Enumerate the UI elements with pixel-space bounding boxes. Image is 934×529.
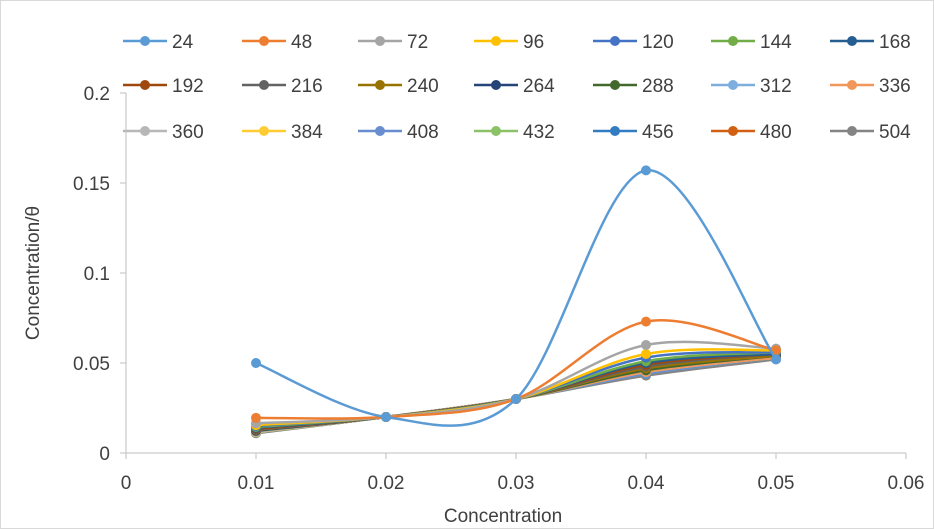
legend-label: 456 bbox=[642, 122, 674, 143]
legend-swatch-marker bbox=[375, 36, 385, 46]
legend-label: 168 bbox=[879, 32, 911, 53]
legend-item-288: 288 bbox=[593, 76, 674, 97]
legend-label: 408 bbox=[407, 122, 439, 143]
legend-label: 432 bbox=[523, 122, 555, 143]
x-axis-title: Concentration bbox=[444, 506, 562, 527]
y-tick-label: 0.2 bbox=[84, 84, 110, 105]
legend-item-408: 408 bbox=[358, 122, 439, 143]
series-24 bbox=[251, 165, 781, 427]
legend-item-264: 264 bbox=[474, 76, 555, 97]
legend-label: 240 bbox=[407, 76, 439, 97]
x-tick-label: 0.04 bbox=[628, 473, 665, 494]
legend-swatch-marker bbox=[610, 80, 620, 90]
legend-label: 264 bbox=[523, 76, 555, 97]
legend-swatch-marker bbox=[140, 126, 150, 136]
legend-label: 288 bbox=[642, 76, 674, 97]
legend-item-96: 96 bbox=[474, 32, 544, 53]
legend-swatch-marker bbox=[847, 80, 857, 90]
legend-item-168: 168 bbox=[830, 32, 911, 53]
data-point bbox=[251, 358, 261, 368]
legend-swatch-marker bbox=[259, 80, 269, 90]
legend-item-336: 336 bbox=[830, 76, 911, 97]
x-tick-label: 0.03 bbox=[498, 473, 535, 494]
legend-item-504: 504 bbox=[830, 122, 911, 143]
legend-swatch-marker bbox=[610, 36, 620, 46]
legend-item-480: 480 bbox=[711, 122, 792, 143]
legend-item-384: 384 bbox=[242, 122, 323, 143]
y-tick-label: 0.05 bbox=[73, 354, 110, 375]
legend-label: 24 bbox=[172, 32, 194, 53]
legend-item-24: 24 bbox=[123, 32, 194, 53]
legend-item-192: 192 bbox=[123, 76, 204, 97]
data-point bbox=[641, 165, 651, 176]
x-tick-label: 0.01 bbox=[238, 473, 275, 494]
legend-swatch-marker bbox=[259, 36, 269, 46]
legend-swatch-marker bbox=[847, 36, 857, 46]
data-point bbox=[641, 349, 651, 359]
legend-label: 312 bbox=[760, 76, 792, 97]
legend-label: 192 bbox=[172, 76, 204, 97]
series-48 bbox=[251, 316, 781, 423]
legend-item-360: 360 bbox=[123, 122, 204, 143]
y-tick-label: 0.15 bbox=[73, 174, 110, 195]
y-tick-label: 0.1 bbox=[84, 264, 110, 285]
x-tick-label: 0.05 bbox=[758, 473, 795, 494]
legend-label: 216 bbox=[291, 76, 323, 97]
legend-swatch-marker bbox=[491, 126, 501, 136]
legend-swatch-marker bbox=[140, 36, 150, 46]
legend-swatch-marker bbox=[375, 126, 385, 136]
legend-label: 72 bbox=[407, 32, 428, 53]
data-point bbox=[641, 316, 651, 327]
legend-swatch-marker bbox=[375, 80, 385, 90]
data-point bbox=[641, 340, 651, 350]
data-point bbox=[771, 354, 781, 365]
legend-label: 336 bbox=[879, 76, 911, 97]
legend-swatch-marker bbox=[728, 126, 738, 136]
data-point bbox=[771, 345, 781, 356]
series-lines bbox=[251, 165, 781, 439]
legend-item-72: 72 bbox=[358, 32, 428, 53]
legend-item-240: 240 bbox=[358, 76, 439, 97]
legend: 24 48 72 96 120 144 168 192 216 240 264 288 312 336 36… bbox=[123, 32, 911, 143]
x-tick-label: 0.06 bbox=[888, 473, 925, 494]
legend-label: 504 bbox=[879, 122, 911, 143]
legend-label: 144 bbox=[760, 32, 792, 53]
legend-swatch-marker bbox=[491, 36, 501, 46]
legend-item-144: 144 bbox=[711, 32, 792, 53]
x-tick-label: 0 bbox=[121, 473, 132, 494]
legend-label: 480 bbox=[760, 122, 792, 143]
legend-swatch-marker bbox=[259, 126, 269, 136]
legend-item-312: 312 bbox=[711, 76, 792, 97]
legend-swatch-marker bbox=[728, 36, 738, 46]
legend-item-432: 432 bbox=[474, 122, 555, 143]
y-tick-label: 0 bbox=[99, 444, 110, 465]
legend-swatch-marker bbox=[610, 126, 620, 136]
legend-swatch-marker bbox=[140, 80, 150, 90]
legend-item-456: 456 bbox=[593, 122, 674, 143]
series-line-24 bbox=[255, 169, 778, 427]
legend-item-48: 48 bbox=[242, 32, 312, 53]
legend-label: 120 bbox=[642, 32, 674, 53]
legend-label: 96 bbox=[523, 32, 544, 53]
legend-swatch-marker bbox=[847, 126, 857, 136]
axes: 0 0.01 0.02 0.03 0.04 0.05 0.06 0 0.05 0.1 0.15 0.2 bbox=[73, 84, 924, 494]
legend-swatch-marker bbox=[491, 80, 501, 90]
legend-label: 360 bbox=[172, 122, 204, 143]
data-point bbox=[251, 412, 261, 423]
y-axis-title: Concentration/θ bbox=[23, 206, 44, 340]
legend-label: 48 bbox=[291, 32, 312, 53]
legend-label: 384 bbox=[291, 122, 323, 143]
data-point bbox=[511, 394, 521, 404]
legend-item-216: 216 bbox=[242, 76, 323, 97]
data-point bbox=[381, 412, 391, 422]
legend-swatch-marker bbox=[728, 80, 738, 90]
legend-item-120: 120 bbox=[593, 32, 674, 53]
x-tick-label: 0.02 bbox=[368, 473, 405, 494]
